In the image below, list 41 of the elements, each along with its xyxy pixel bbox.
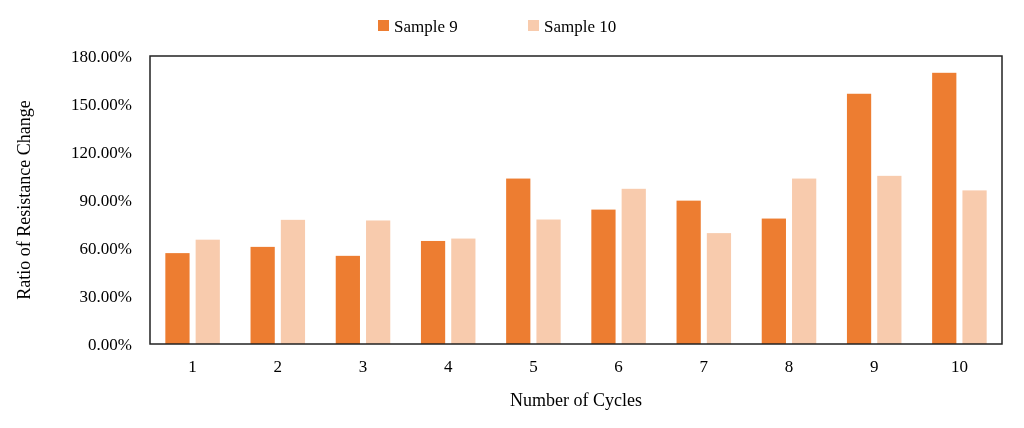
x-tick-label: 1	[188, 357, 197, 376]
bar	[366, 220, 391, 344]
bar	[195, 239, 220, 344]
bar	[846, 93, 872, 344]
bar	[706, 233, 732, 344]
x-tick-label: 3	[358, 357, 368, 376]
y-tick-label: 30.00%	[79, 286, 132, 306]
bar	[676, 200, 701, 344]
bar	[792, 178, 817, 344]
x-tick-label: 10	[950, 357, 968, 376]
bar	[591, 209, 616, 344]
x-tick-label: 8	[784, 357, 794, 376]
y-tick-label: 120.00%	[71, 142, 132, 162]
bar	[536, 219, 561, 344]
x-tick-label: 5	[529, 357, 538, 376]
y-axis-title: Ratio of Resistance Change	[14, 100, 35, 300]
y-tick-label: 150.00%	[71, 94, 132, 114]
x-tick-label: 9	[869, 357, 879, 376]
bar	[420, 240, 446, 344]
y-tick-label: 180.00%	[71, 46, 132, 66]
bar	[165, 253, 190, 344]
bar	[621, 188, 646, 344]
y-tick-label: 60.00%	[79, 238, 132, 258]
bar	[280, 219, 306, 344]
bar	[761, 218, 786, 344]
y-tick-label: 0.00%	[88, 334, 132, 354]
bar	[962, 190, 987, 344]
x-tick-label: 6	[614, 357, 623, 376]
bar	[335, 255, 360, 344]
legend-label: Sample 9	[394, 16, 458, 36]
bar	[451, 238, 476, 344]
bar	[932, 72, 957, 344]
legend-label: Sample 10	[544, 16, 617, 36]
x-tick-label: 2	[273, 357, 283, 376]
bar	[506, 178, 531, 344]
bar	[250, 246, 275, 344]
bar	[877, 175, 902, 344]
x-tick-label: 7	[699, 357, 709, 376]
y-tick-label: 90.00%	[79, 190, 132, 210]
x-axis-title: Number of Cycles	[510, 390, 642, 410]
x-tick-label: 4	[443, 357, 453, 376]
